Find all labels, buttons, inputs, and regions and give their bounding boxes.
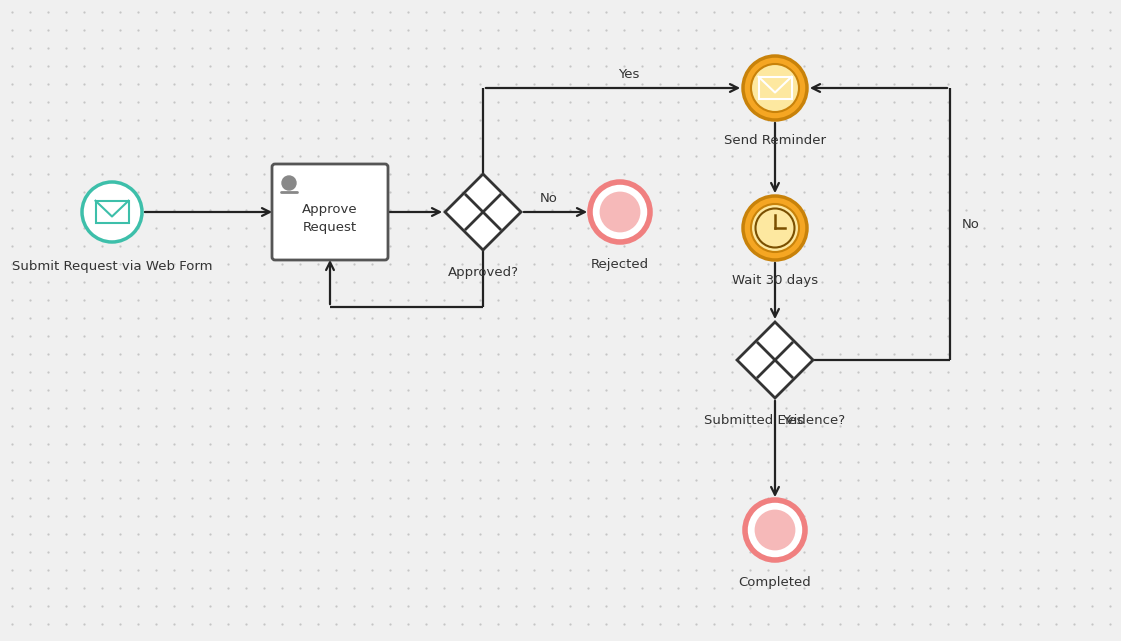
Bar — [759, 77, 791, 99]
Circle shape — [282, 176, 296, 190]
Circle shape — [82, 182, 142, 242]
Text: Approve
Request: Approve Request — [303, 203, 358, 233]
Polygon shape — [445, 174, 521, 250]
Text: Send Reminder: Send Reminder — [724, 134, 826, 147]
Text: Yes: Yes — [619, 67, 640, 81]
Text: Submitted Evidence?: Submitted Evidence? — [704, 414, 845, 427]
Text: Completed: Completed — [739, 576, 812, 589]
Circle shape — [754, 510, 796, 551]
FancyBboxPatch shape — [272, 164, 388, 260]
Circle shape — [745, 500, 805, 560]
Circle shape — [600, 192, 640, 233]
Circle shape — [751, 64, 799, 112]
Text: Wait 30 days: Wait 30 days — [732, 274, 818, 287]
Text: Approved?: Approved? — [447, 266, 519, 279]
Circle shape — [743, 196, 807, 260]
Circle shape — [590, 182, 650, 242]
Circle shape — [751, 204, 799, 252]
Circle shape — [743, 56, 807, 120]
Text: Yes: Yes — [782, 413, 804, 426]
Text: No: No — [962, 217, 980, 231]
Polygon shape — [736, 322, 813, 398]
Text: No: No — [540, 192, 558, 204]
Bar — [95, 201, 129, 223]
Text: Submit Request via Web Form: Submit Request via Web Form — [11, 260, 212, 273]
Text: Rejected: Rejected — [591, 258, 649, 271]
